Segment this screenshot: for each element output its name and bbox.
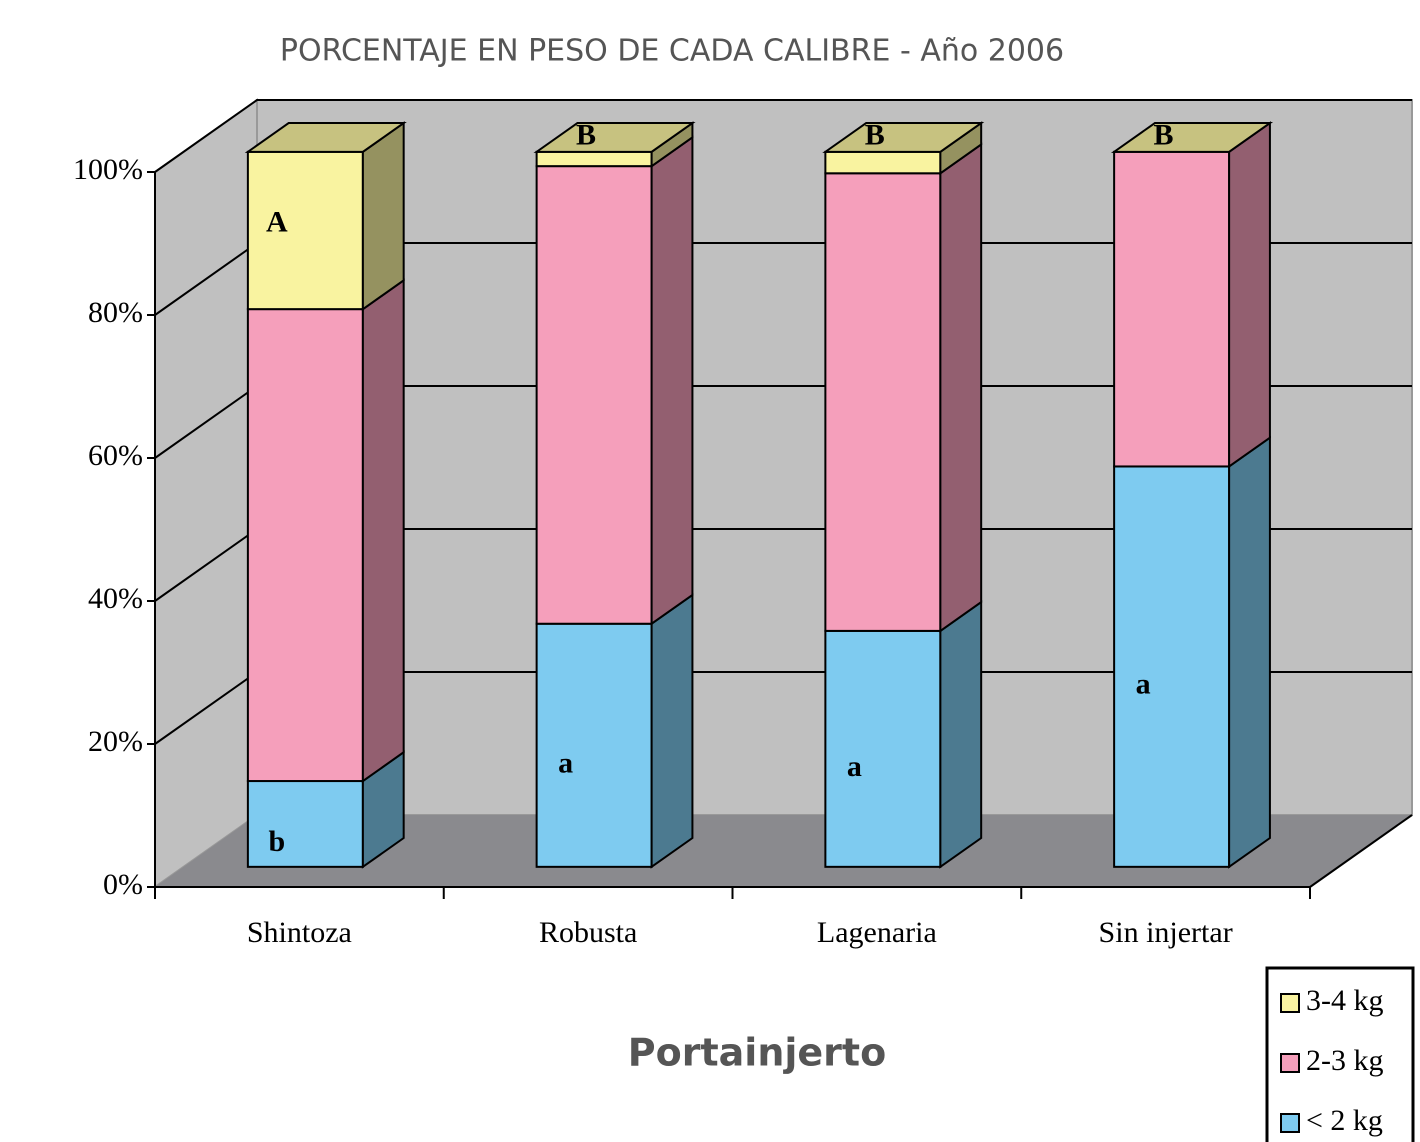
bar-letter: a	[847, 750, 862, 783]
bar-letter: b	[268, 825, 285, 858]
y-tick-label: 20%	[88, 725, 143, 758]
y-tick-label: 80%	[88, 296, 143, 329]
bar-letter: A	[266, 205, 288, 238]
bar-front	[824, 629, 942, 868]
bar-front	[246, 150, 364, 311]
bar-side	[939, 142, 983, 633]
bar-letter: B	[1153, 118, 1173, 151]
legend-swatch	[1280, 993, 1300, 1013]
bar-front	[535, 150, 653, 168]
bar-front	[246, 308, 364, 783]
bar-side	[361, 278, 405, 783]
x-tick-label: Shintoza	[247, 916, 352, 949]
bar-top	[822, 122, 985, 153]
bar-front	[824, 150, 942, 175]
chart-title: PORCENTAJE EN PESO DE CADA CALIBRE - Año…	[280, 34, 1064, 69]
x-tick-label: Lagenaria	[817, 916, 937, 949]
bar-front	[535, 165, 653, 625]
legend-swatch	[1280, 1113, 1300, 1133]
y-tick-label: 40%	[88, 582, 143, 615]
bar-top	[1110, 122, 1274, 153]
bar-side	[361, 121, 405, 312]
bar-front	[535, 622, 653, 868]
legend-label: < 2 kg	[1306, 1104, 1383, 1137]
legend-swatch	[1280, 1053, 1300, 1073]
bar-front	[1113, 150, 1231, 468]
x-tick-label: Sin injertar	[1099, 916, 1233, 949]
grid-line	[154, 99, 1412, 173]
bar-letter: B	[865, 118, 885, 151]
y-tick-label: 60%	[88, 439, 143, 472]
bar-side	[1228, 435, 1271, 869]
bar-side	[650, 593, 694, 869]
bar-letter: a	[558, 746, 573, 779]
floor	[155, 815, 1412, 887]
side-wall	[154, 98, 258, 889]
y-tick-label: 0%	[103, 868, 143, 901]
bar-side	[650, 135, 694, 626]
x-tick-label: Robusta	[539, 916, 637, 949]
y-tick-label: 100%	[73, 153, 143, 186]
x-axis-label: Portainjerto	[628, 1031, 886, 1075]
bar-front	[246, 780, 364, 868]
legend-label: 3-4 kg	[1306, 984, 1384, 1017]
legend-label: 2-3 kg	[1306, 1044, 1384, 1077]
legend: 3-4 kg 2-3 kg < 2 kg	[1265, 966, 1415, 1142]
bar-letter: B	[576, 118, 596, 151]
bar-side	[939, 600, 983, 869]
floor-edge	[1309, 814, 1413, 888]
bar-side	[1228, 121, 1271, 469]
bar-top	[533, 122, 696, 153]
bar-front	[1113, 465, 1231, 868]
bar-top	[244, 122, 407, 153]
bar-front	[824, 172, 942, 632]
bar-letter: a	[1136, 668, 1151, 701]
